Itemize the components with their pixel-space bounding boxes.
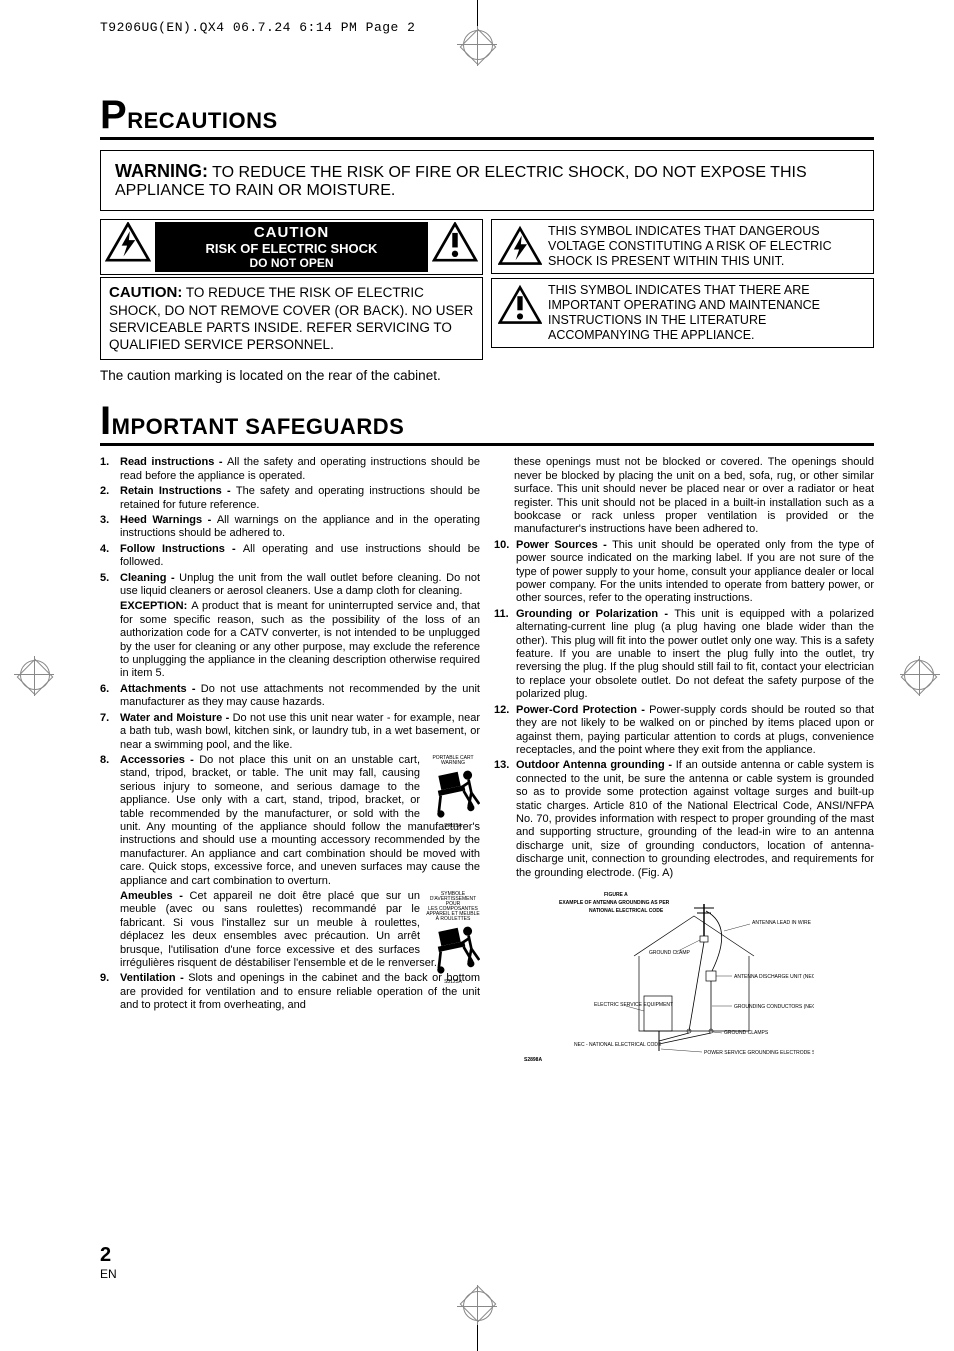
list-item: 11.Grounding or Polarization - This unit… [494, 608, 874, 702]
portable-cart-icon: SYMBOLE D'AVERTISSEMENT POURLES COMPOSAN… [426, 892, 480, 946]
symbol-bolt-row: THIS SYMBOL INDICATES THAT DANGEROUS VOL… [491, 219, 874, 274]
exclamation-triangle-icon [432, 222, 478, 262]
list-item: 6.Attachments - Do not use attachments n… [100, 683, 480, 710]
list-item: 7.Water and Moisture - Do not use this u… [100, 712, 480, 752]
caution-center: CAUTION RISK OF ELECTRIC SHOCK DO NOT OP… [155, 222, 428, 272]
list-item: 13.Outdoor Antenna grounding - If an out… [494, 759, 874, 880]
list-item: SYMBOLE D'AVERTISSEMENT POURLES COMPOSAN… [120, 890, 480, 970]
warning-box: WARNING: TO REDUCE THE RISK OF FIRE OR E… [100, 150, 874, 211]
svg-text:S2898A: S2898A [524, 1057, 542, 1063]
list-item: 2.Retain Instructions - The safety and o… [100, 485, 480, 512]
svg-text:ANTENNA LEAD IN WIRE: ANTENNA LEAD IN WIRE [752, 920, 812, 926]
list-item: 3.Heed Warnings - All warnings on the ap… [100, 514, 480, 541]
caution-badge: CAUTION RISK OF ELECTRIC SHOCK DO NOT OP… [100, 219, 483, 275]
symbol-bolt-text: THIS SYMBOL INDICATES THAT DANGEROUS VOL… [548, 224, 867, 269]
bolt-triangle-icon [105, 222, 151, 262]
bolt-triangle-icon [498, 224, 542, 268]
warning-label: WARNING: [115, 161, 208, 181]
exclamation-triangle-icon [498, 283, 542, 327]
svg-text:ELECTRIC SERVICE EQUIPMENT: ELECTRIC SERVICE EQUIPMENT [594, 1002, 673, 1008]
list-item: 9.Ventilation - Slots and openings in th… [100, 972, 480, 1012]
svg-text:GROUND CLAMPS: GROUND CLAMPS [724, 1030, 769, 1036]
rear-note: The caution marking is located on the re… [100, 368, 874, 383]
svg-text:POWER SERVICE GROUNDING ELECTR: POWER SERVICE GROUNDING ELECTRODE SYSTEM… [704, 1050, 814, 1056]
list-item: 1.Read instructions - All the safety and… [100, 456, 480, 483]
list-item: 8.PORTABLE CART WARNINGS3125AAccessories… [100, 754, 480, 888]
svg-text:GROUNDING CONDUCTORS (NEC SECT: GROUNDING CONDUCTORS (NEC SECTION 810-21… [734, 1004, 814, 1010]
antenna-grounding-diagram: FIGURE A EXAMPLE OF ANTENNA GROUNDING AS … [494, 886, 814, 1076]
precautions-initial: P [100, 93, 127, 137]
caution-label: CAUTION: [109, 284, 182, 301]
caution-line1: CAUTION [161, 224, 422, 241]
caution-line2: RISK OF ELECTRIC SHOCK [161, 241, 422, 256]
safeguards-title: IMPORTANT SAFEGUARDS [100, 401, 874, 446]
page-number: 2 EN [100, 1244, 117, 1281]
list-item: 10.Power Sources - This unit should be o… [494, 539, 874, 606]
safeguards-col-left: 1.Read instructions - All the safety and… [100, 456, 480, 1076]
list-item: 12.Power-Cord Protection - Power-supply … [494, 704, 874, 758]
caution-text-box: CAUTION: TO REDUCE THE RISK OF ELECTRIC … [100, 277, 483, 360]
caution-line3: DO NOT OPEN [161, 256, 422, 270]
precautions-title: PRECAUTIONS [100, 95, 874, 140]
svg-text:NATIONAL ELECTRICAL CODE: NATIONAL ELECTRICAL CODE [589, 908, 664, 914]
page-number-value: 2 [100, 1244, 117, 1267]
list-item: 4.Follow Instructions - All operating an… [100, 543, 480, 570]
svg-text:EXAMPLE OF ANTENNA GROUNDING A: EXAMPLE OF ANTENNA GROUNDING AS PER [559, 900, 670, 906]
portable-cart-icon: PORTABLE CART WARNINGS3125A [426, 756, 480, 810]
symbol-excl-text: THIS SYMBOL INDICATES THAT THERE ARE IMP… [548, 283, 867, 343]
svg-text:NEC - NATIONAL ELECTRICAL CODE: NEC - NATIONAL ELECTRICAL CODE [574, 1042, 662, 1048]
svg-text:FIGURE A: FIGURE A [604, 892, 628, 898]
list-item: EXCEPTION: A product that is meant for u… [120, 600, 480, 680]
safeguards-col-right: these openings must not be blocked or co… [494, 456, 874, 1076]
svg-text:GROUND CLAMP: GROUND CLAMP [649, 950, 691, 956]
list-item: 5.Cleaning - Unplug the unit from the wa… [100, 572, 480, 599]
safeguards-columns: 1.Read instructions - All the safety and… [100, 456, 874, 1076]
svg-text:ANTENNA DISCHARGE UNIT (NEC SE: ANTENNA DISCHARGE UNIT (NEC SECTION 810-… [734, 974, 814, 980]
safeguards-initial: I [100, 399, 112, 443]
print-slug: T9206UG(EN).QX4 06.7.24 6:14 PM Page 2 [100, 20, 874, 35]
warning-text: TO REDUCE THE RISK OF FIRE OR ELECTRIC S… [115, 164, 807, 199]
precautions-title-rest: RECAUTIONS [127, 108, 277, 133]
safeguards-title-rest: MPORTANT SAFEGUARDS [112, 414, 405, 439]
list-item: these openings must not be blocked or co… [514, 456, 874, 536]
symbol-excl-row: THIS SYMBOL INDICATES THAT THERE ARE IMP… [491, 278, 874, 348]
page-number-lang: EN [100, 1267, 117, 1281]
